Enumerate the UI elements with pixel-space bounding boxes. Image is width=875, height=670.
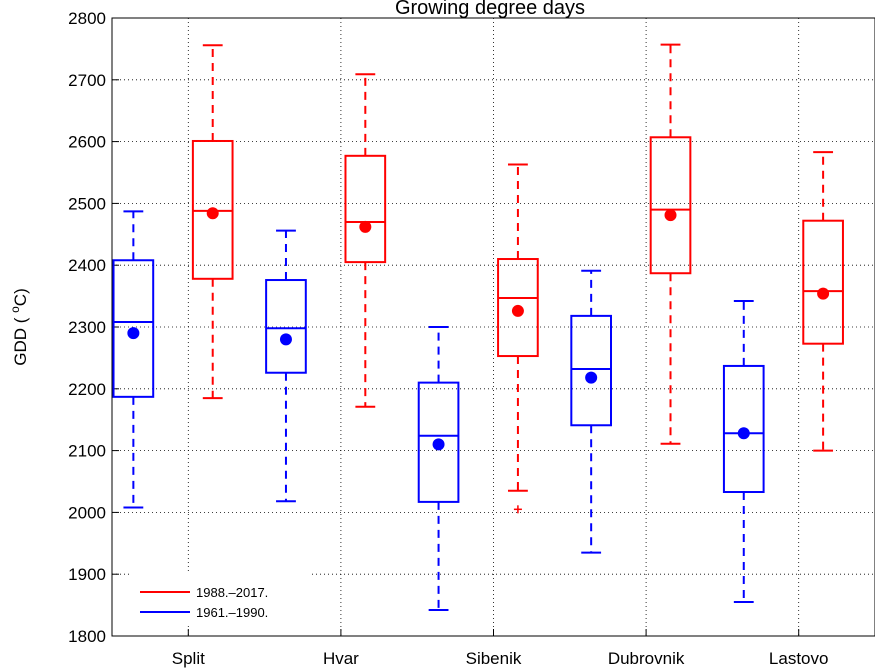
y-tick-label: 2600 [68,133,106,152]
legend-box [132,572,310,626]
y-tick-label: 2700 [68,71,106,90]
box-sibenik-blue [417,326,460,612]
box-split-red [191,44,234,400]
iqr-box [802,219,844,345]
iqr-box [570,314,613,427]
box-split-blue [112,210,155,509]
box-hvar-blue [265,229,307,503]
mean-marker [737,427,750,440]
x-tick-label: Dubrovnik [608,649,685,668]
mean-marker [432,438,445,451]
y-axis: 1800 1900 2000 2100 2200 2300 2400 2500 2600 2700… [68,9,119,646]
y-tick-label: 2800 [68,9,106,28]
x-tick-label: Lastovo [769,649,829,668]
box-hvar-red [344,73,387,408]
y-tick-label: 2000 [68,503,106,522]
mean-marker [511,304,524,317]
legend-label: 1961.–1990. [196,605,268,620]
box-dubrovnik-blue [570,269,613,554]
y-tick-label: 1900 [68,565,106,584]
y-tick-label: 2500 [68,194,106,213]
mean-marker [359,220,372,233]
y-axis-title-text: GDD ( [11,317,30,366]
iqr-box [649,136,692,275]
box-lastovo-blue [722,300,765,604]
iqr-box [722,364,765,494]
mean-marker [127,327,140,340]
grid-lines [112,18,875,636]
chart-title: Growing degree days [395,0,585,19]
iqr-box [112,259,155,398]
mean-marker [279,333,292,346]
degree-superscript: o [8,306,22,313]
y-tick-label: 2200 [68,380,106,399]
y-tick-label: 2400 [68,256,106,275]
x-tick-label: Hvar [323,649,359,668]
y-axis-title-unit: C) [11,288,30,306]
iqr-box [265,279,307,374]
y-tick-label: 1800 [68,627,106,646]
x-tick-label: Split [172,649,205,668]
iqr-box [497,258,539,358]
mean-marker [585,371,598,384]
iqr-box [417,381,460,503]
box-sibenik-red [497,163,539,514]
y-axis-title: GDD ( oC) [8,288,30,366]
box-lastovo-red [802,151,844,452]
box-dubrovnik-red [649,43,692,445]
box-series [112,43,844,612]
y-tick-label: 2100 [68,442,106,461]
x-tick-label: Sibenik [466,649,522,668]
iqr-box [344,154,387,264]
mean-marker [817,287,830,300]
y-tick-label: 2300 [68,318,106,337]
mean-marker [206,207,219,220]
legend: 1988.–2017. 1961.–1990. [132,572,310,626]
legend-label: 1988.–2017. [196,585,268,600]
mean-marker [664,209,677,222]
x-axis: Split Hvar Sibenik Dubrovnik Lastovo [172,629,829,668]
